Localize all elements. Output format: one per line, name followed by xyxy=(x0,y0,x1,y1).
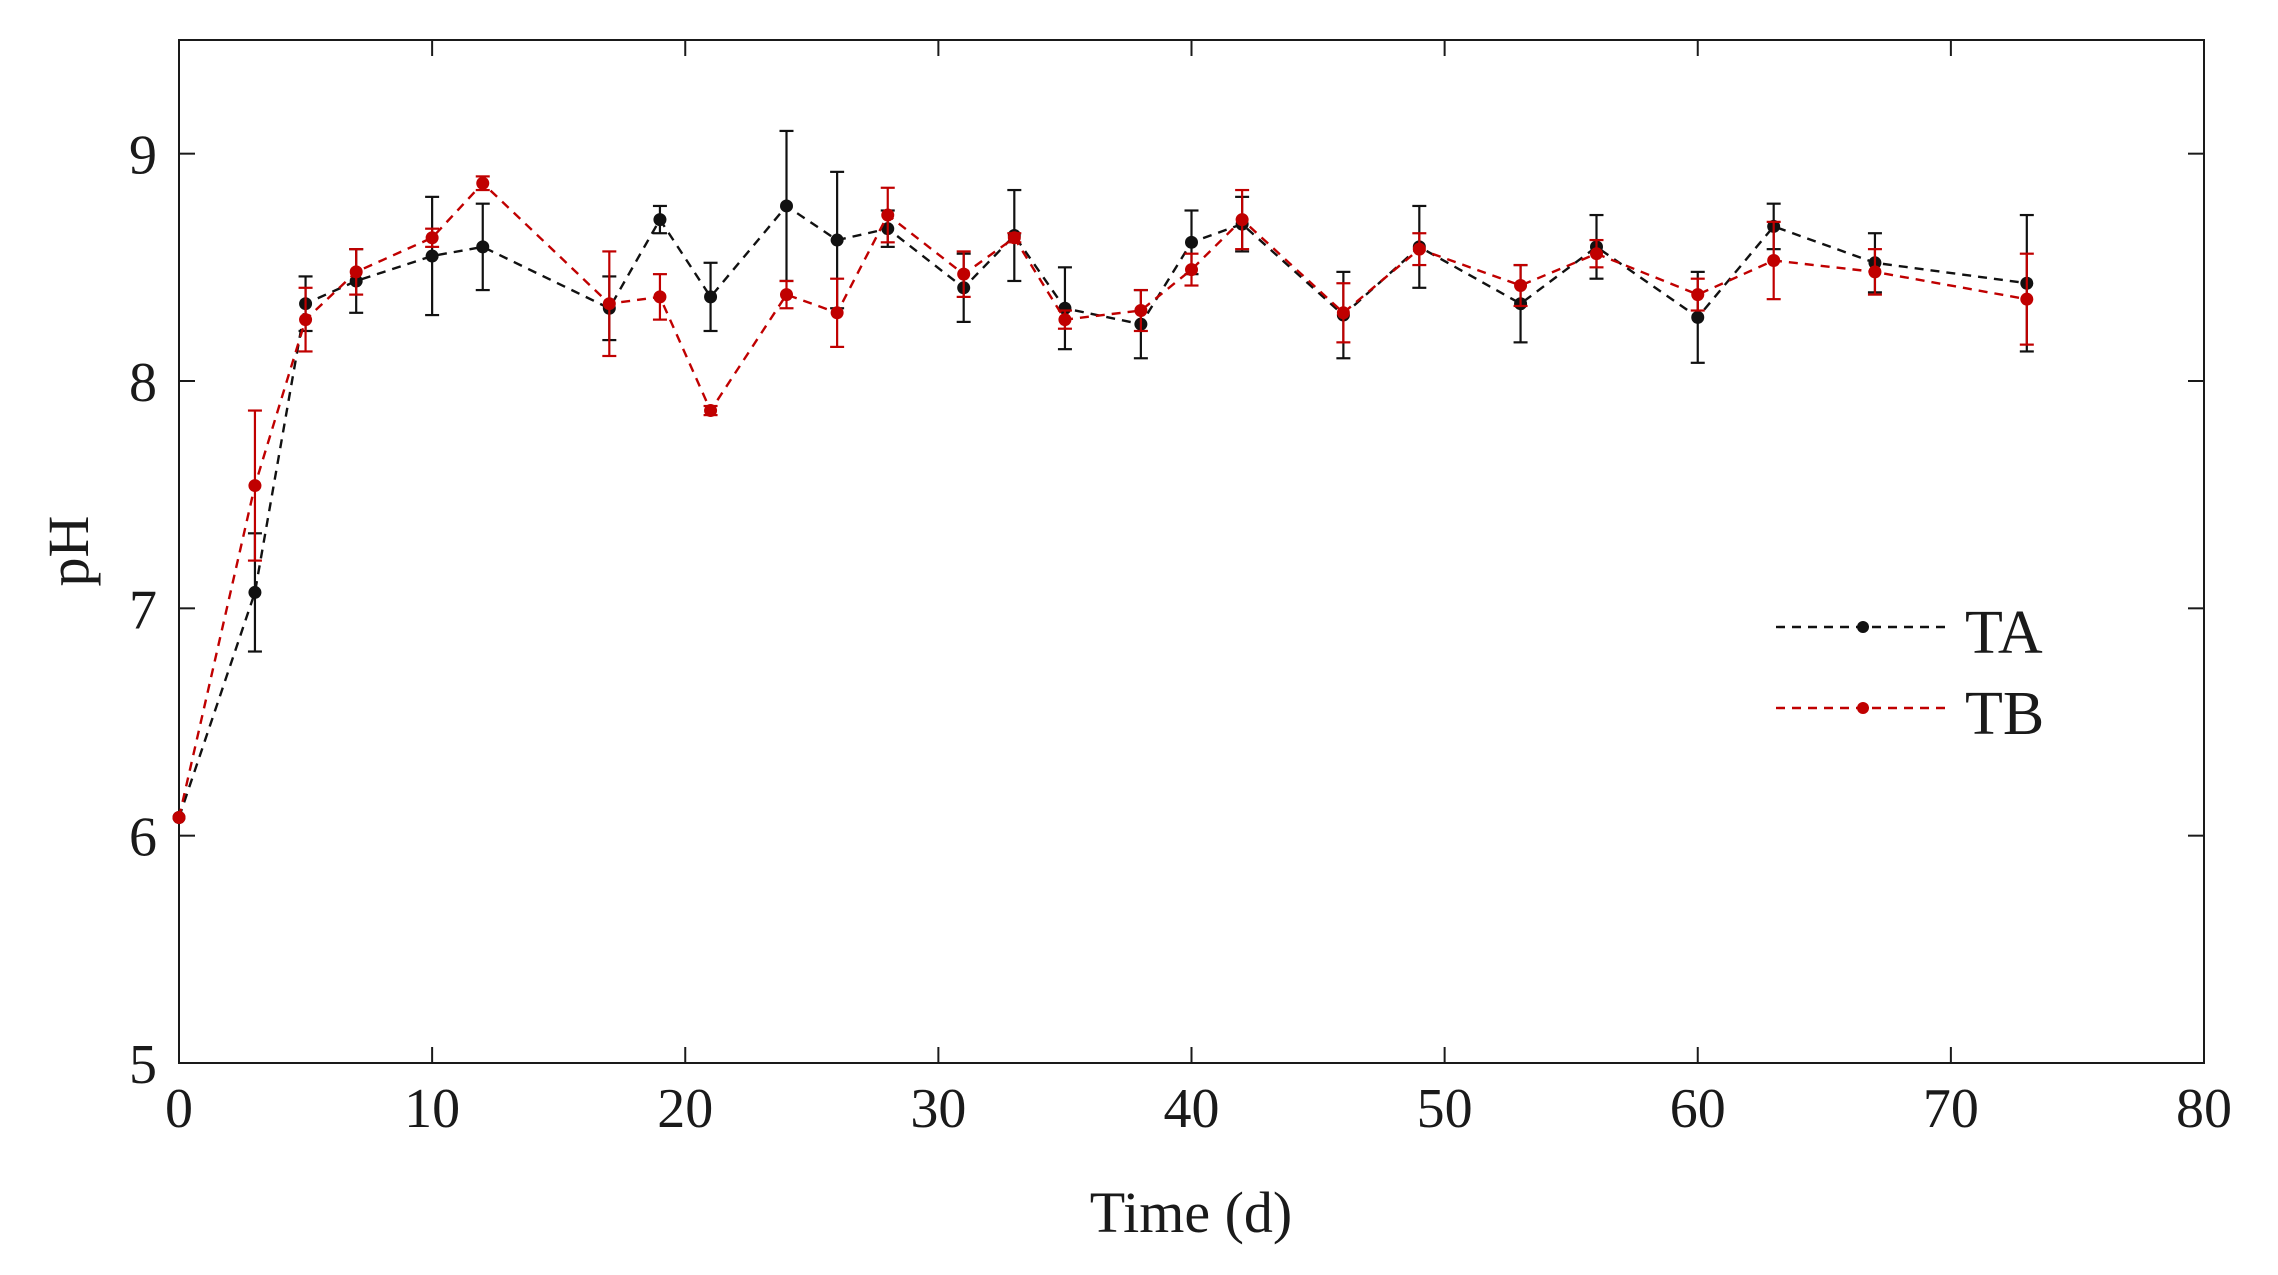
data-point-tb xyxy=(1412,242,1426,256)
x-tick-label: 60 xyxy=(1670,1078,1726,1140)
data-series xyxy=(172,129,2034,824)
data-point-tb xyxy=(476,176,490,190)
data-point-tb xyxy=(830,306,844,320)
data-point-ta xyxy=(425,249,439,263)
data-point-tb xyxy=(957,267,971,281)
data-point-tb xyxy=(425,231,439,245)
x-tick-label: 50 xyxy=(1417,1078,1473,1140)
data-point-ta xyxy=(704,290,718,304)
x-tick-label: 0 xyxy=(165,1078,193,1140)
data-point-tb xyxy=(1590,247,1603,261)
data-point-ta xyxy=(780,199,793,213)
legend: TA TB xyxy=(1776,599,2044,748)
x-tick-label: 80 xyxy=(2176,1078,2232,1140)
y-tick-label: 6 xyxy=(129,807,157,869)
data-point-tb xyxy=(2020,292,2034,306)
x-axis-label: Time (d) xyxy=(1090,1180,1293,1245)
data-point-tb xyxy=(704,404,718,418)
data-point-tb xyxy=(1235,213,1249,227)
legend-label-ta: TA xyxy=(1965,599,2043,667)
x-tick-label: 30 xyxy=(910,1078,966,1140)
data-point-tb xyxy=(881,208,895,222)
data-point-tb xyxy=(1336,306,1350,320)
y-tick-label: 8 xyxy=(129,352,157,414)
data-point-tb xyxy=(1007,231,1021,245)
legend-item-ta: TA xyxy=(1776,599,2043,667)
data-point-tb xyxy=(172,810,186,824)
data-point-tb xyxy=(299,313,313,327)
legend-marker-tb xyxy=(1857,702,1869,714)
data-point-ta xyxy=(1185,235,1198,249)
data-point-tb xyxy=(349,265,363,279)
data-point-tb xyxy=(1691,288,1705,302)
data-point-tb xyxy=(1514,279,1528,293)
data-point-ta xyxy=(830,233,844,247)
data-point-ta xyxy=(653,213,667,227)
data-point-ta xyxy=(476,240,490,254)
y-tick-label: 7 xyxy=(129,579,157,641)
data-point-tb xyxy=(1767,254,1781,268)
x-tick-label: 70 xyxy=(1923,1078,1979,1140)
data-point-tb xyxy=(653,290,667,304)
series-line-ta xyxy=(177,204,2027,818)
y-tick-label: 9 xyxy=(129,125,157,187)
data-point-tb xyxy=(1185,263,1198,277)
legend-marker-ta xyxy=(1857,621,1869,633)
x-tick-label: 10 xyxy=(404,1078,460,1140)
data-point-tb xyxy=(1868,265,1882,279)
data-point-tb xyxy=(248,479,262,493)
y-tick-label: 5 xyxy=(129,1034,157,1096)
data-point-tb xyxy=(1134,304,1148,318)
x-tick-label: 40 xyxy=(1164,1078,1220,1140)
y-axis-label: pH xyxy=(36,516,101,587)
plot-area xyxy=(178,39,2205,1064)
data-point-ta xyxy=(1691,310,1705,324)
data-point-tb xyxy=(1058,313,1072,327)
axis-ticks: 0 10 20 30 40 50 60 70 80 5 6 7 8 9 xyxy=(129,40,2232,1140)
data-point-tb xyxy=(780,288,793,302)
x-tick-label: 20 xyxy=(657,1078,713,1140)
series-line-tb xyxy=(177,181,2028,818)
data-point-ta xyxy=(248,585,262,599)
data-point-tb xyxy=(602,297,616,311)
legend-item-tb: TB xyxy=(1776,680,2044,748)
series-tb xyxy=(172,175,2034,824)
legend-label-tb: TB xyxy=(1965,680,2044,748)
